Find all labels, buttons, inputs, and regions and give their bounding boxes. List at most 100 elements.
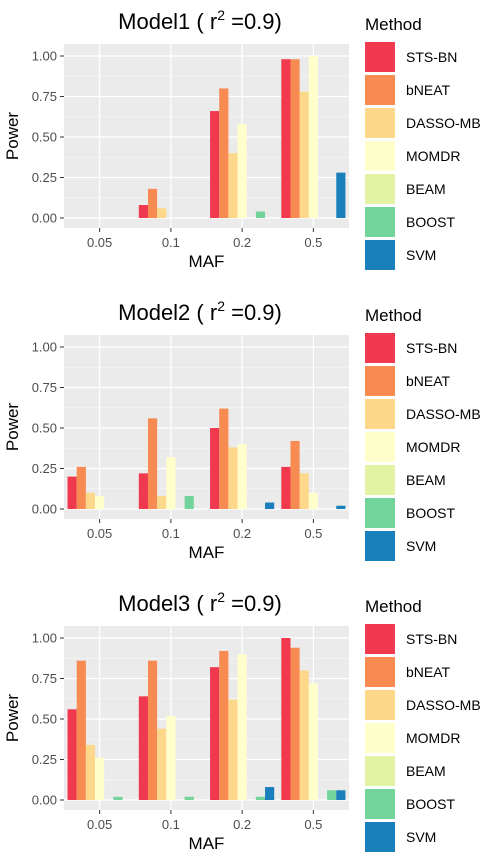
bar-bneat-0.5 bbox=[290, 440, 300, 509]
legend-label: STS-BN bbox=[406, 631, 457, 647]
bar-bneat-0.1 bbox=[147, 188, 158, 218]
title-suffix: =0.9) bbox=[225, 9, 282, 34]
bar-momdr-0.5 bbox=[308, 56, 318, 218]
x-tick-label: 0.2 bbox=[233, 235, 251, 250]
bar-bneat-0.5 bbox=[290, 647, 300, 800]
bar-dasso-mb-0.2 bbox=[228, 447, 238, 509]
bar-momdr-0.2 bbox=[237, 654, 247, 800]
bar-bneat-0.05 bbox=[76, 660, 86, 800]
bar-sts-bn-0.5 bbox=[281, 638, 291, 800]
legend-key-momdr bbox=[365, 432, 395, 462]
legend-key-sts-bn bbox=[365, 333, 395, 363]
bar-dasso-mb-0.1 bbox=[157, 208, 167, 218]
x-tick-label: 0.05 bbox=[87, 526, 112, 541]
legend-key-dasso-mb bbox=[365, 108, 395, 138]
title-superscript: 2 bbox=[217, 589, 225, 605]
bar-momdr-0.2 bbox=[237, 124, 247, 218]
chart-title: Model3 ( r2 =0.9) bbox=[118, 589, 282, 616]
y-tick-label: 0.50 bbox=[32, 421, 57, 436]
bar-dasso-mb-0.5 bbox=[299, 670, 309, 800]
x-tick-label: 0.2 bbox=[233, 817, 251, 832]
y-tick-label: 0.50 bbox=[32, 712, 57, 727]
y-tick-label: 0.75 bbox=[32, 89, 57, 104]
bar-boost-0.2 bbox=[255, 796, 266, 800]
bar-momdr-0.1 bbox=[166, 457, 176, 509]
bar-momdr-0.05 bbox=[95, 757, 105, 800]
legend-key-bneat bbox=[365, 657, 395, 687]
legend-label: MOMDR bbox=[406, 148, 460, 164]
y-axis-label: Power bbox=[3, 112, 22, 161]
title-prefix: Model3 ( r bbox=[118, 591, 217, 616]
x-axis-label: MAF bbox=[189, 543, 225, 562]
y-tick-label: 0.25 bbox=[32, 170, 57, 185]
legend-label: DASSO-MB bbox=[406, 697, 481, 713]
legend-label: DASSO-MB bbox=[406, 115, 481, 131]
legend-key-momdr bbox=[365, 141, 395, 171]
title-prefix: Model1 ( r bbox=[118, 9, 217, 34]
legend-label: bNEAT bbox=[406, 373, 451, 389]
legend: Method STS-BN bNEAT DASSO-MB MOMDR BEAM BOOST S… bbox=[365, 15, 481, 270]
bar-sts-bn-0.2 bbox=[210, 667, 220, 800]
bar-sts-bn-0.05 bbox=[67, 709, 77, 800]
bar-dasso-mb-0.1 bbox=[157, 728, 167, 800]
bar-dasso-mb-0.5 bbox=[299, 91, 309, 218]
bar-momdr-0.2 bbox=[237, 444, 247, 509]
legend-key-boost bbox=[365, 498, 395, 528]
y-tick-label: 1.00 bbox=[32, 631, 57, 646]
legend-label: BEAM bbox=[406, 181, 446, 197]
panel-1: Model1 ( r2 =0.9) 0.00 0.25 0.50 0.75 1.00 0.0… bbox=[3, 7, 481, 271]
x-tick-label: 0.05 bbox=[87, 235, 112, 250]
y-tick-label: 0.25 bbox=[32, 752, 57, 767]
bar-dasso-mb-0.2 bbox=[228, 699, 238, 800]
bar-sts-bn-0.1 bbox=[138, 205, 148, 218]
y-tick-label: 1.00 bbox=[32, 340, 57, 355]
legend-label: BEAM bbox=[406, 763, 446, 779]
bar-bneat-0.1 bbox=[147, 660, 158, 800]
bar-boost-0.2 bbox=[255, 211, 266, 218]
title-superscript: 2 bbox=[217, 7, 225, 23]
bar-momdr-0.5 bbox=[308, 683, 318, 800]
legend-key-beam bbox=[365, 465, 395, 495]
bar-bneat-0.2 bbox=[219, 650, 229, 800]
bar-boost-0.5 bbox=[327, 790, 337, 800]
bar-dasso-mb-0.2 bbox=[228, 153, 238, 218]
bar-sts-bn-0.1 bbox=[138, 696, 148, 800]
legend-key-svm bbox=[365, 822, 395, 852]
bar-boost-0.1 bbox=[184, 796, 194, 800]
x-tick-label: 0.1 bbox=[162, 817, 180, 832]
legend-label: BOOST bbox=[406, 214, 455, 230]
x-tick-label: 0.05 bbox=[87, 817, 112, 832]
bar-svm-0.2 bbox=[265, 502, 275, 509]
chart-title: Model2 ( r2 =0.9) bbox=[118, 298, 282, 325]
legend-key-beam bbox=[365, 756, 395, 786]
bar-sts-bn-0.5 bbox=[281, 466, 291, 509]
legend: Method STS-BN bNEAT DASSO-MB MOMDR BEAM BOOST S… bbox=[365, 306, 481, 561]
bar-bneat-0.05 bbox=[76, 466, 86, 509]
legend-label: MOMDR bbox=[406, 730, 460, 746]
legend-title: Method bbox=[365, 597, 422, 616]
panel-2: Model2 ( r2 =0.9) 0.00 0.25 0.50 0.75 1.00 0.0… bbox=[3, 298, 481, 562]
legend-label: SVM bbox=[406, 247, 436, 263]
bar-momdr-0.05 bbox=[95, 496, 105, 509]
x-tick-label: 0.5 bbox=[304, 817, 322, 832]
bar-dasso-mb-0.05 bbox=[85, 492, 96, 509]
legend-title: Method bbox=[365, 15, 422, 34]
legend-key-boost bbox=[365, 207, 395, 237]
legend-label: BOOST bbox=[406, 796, 455, 812]
y-tick-label: 0.50 bbox=[32, 130, 57, 145]
panel-3: Model3 ( r2 =0.9) 0.00 0.25 0.50 0.75 1.00 0.0… bbox=[3, 589, 481, 853]
legend-key-bneat bbox=[365, 366, 395, 396]
legend: Method STS-BN bNEAT DASSO-MB MOMDR BEAM BOOST S… bbox=[365, 597, 481, 852]
bar-sts-bn-0.5 bbox=[281, 59, 291, 218]
bar-bneat-0.5 bbox=[290, 59, 300, 218]
legend-key-beam bbox=[365, 174, 395, 204]
legend-key-svm bbox=[365, 531, 395, 561]
bar-dasso-mb-0.1 bbox=[157, 496, 167, 509]
legend-key-sts-bn bbox=[365, 42, 395, 72]
bar-boost-0.1 bbox=[184, 496, 194, 509]
bar-momdr-0.5 bbox=[308, 492, 318, 509]
bar-svm-0.5 bbox=[336, 505, 346, 509]
legend-key-dasso-mb bbox=[365, 399, 395, 429]
x-tick-label: 0.5 bbox=[304, 526, 322, 541]
legend-label: bNEAT bbox=[406, 664, 451, 680]
